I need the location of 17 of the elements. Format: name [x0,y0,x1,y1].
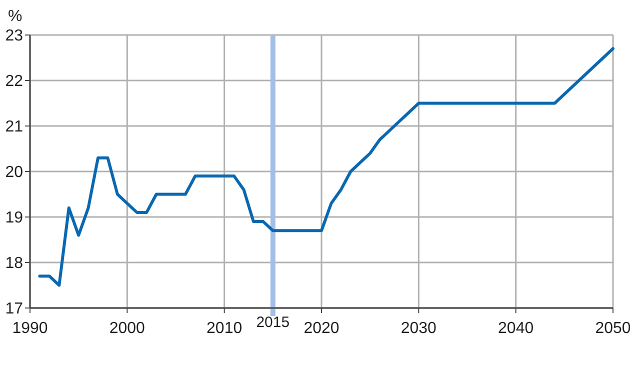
x-tick-label: 2050 [595,320,630,337]
y-tick-label: 22 [5,73,24,90]
ref-line-label: 2015 [256,314,290,331]
line-series [38,47,614,287]
y-tick-label: 18 [5,255,24,272]
x-tick-label: 2040 [498,320,534,337]
x-tick-label: 2010 [206,320,242,337]
y-tick-label: 23 [5,28,24,45]
x-tick-label: 2020 [304,320,340,337]
y-tick-label: 21 [5,118,24,136]
x-tick-label: 2030 [400,320,437,337]
y-tick-label: 19 [5,210,24,227]
x-tick-label: 1990 [12,320,48,337]
y-tick-label: 17 [5,300,24,318]
y-tick-label: 20 [5,164,24,182]
x-tick-label: 2000 [109,320,146,337]
y-axis-title: % [8,8,22,25]
